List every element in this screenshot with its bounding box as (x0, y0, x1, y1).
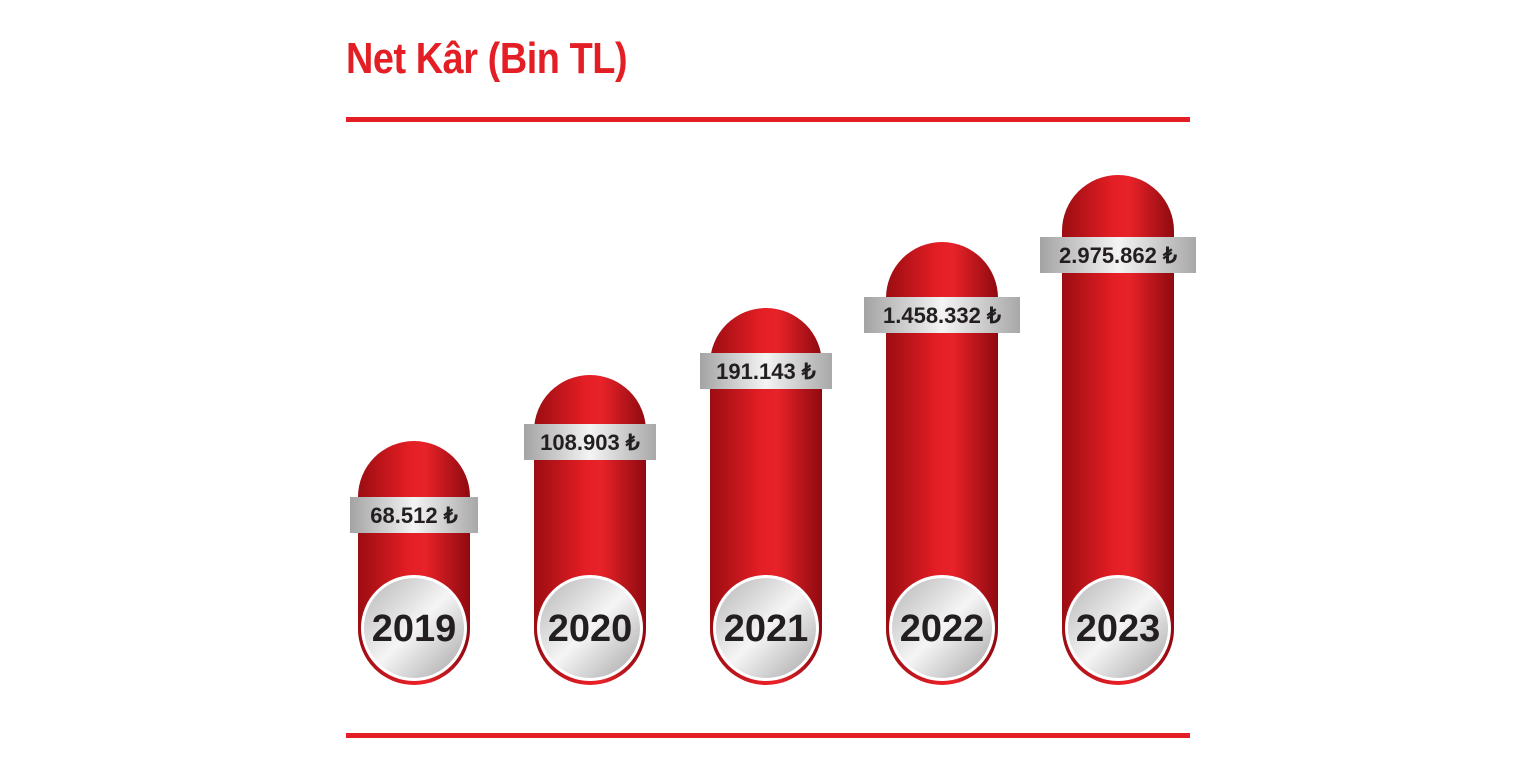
year-disc (1068, 578, 1168, 678)
value-plate (1040, 237, 1196, 273)
bar (1062, 175, 1174, 685)
value-plate (350, 497, 478, 533)
bar-group-2019: 2019 68.512 ₺ (350, 441, 478, 685)
year-disc (540, 578, 640, 678)
year-label: 2019 (372, 608, 457, 650)
bar (886, 242, 998, 685)
bar-group-2020: 2020 108.903 ₺ (524, 375, 656, 685)
value-label: 108.903 ₺ (540, 430, 640, 455)
year-disc (716, 578, 816, 678)
value-plate (700, 353, 832, 389)
chart-title: Net Kâr (Bin TL) (346, 34, 628, 83)
year-label: 2023 (1076, 608, 1161, 650)
value-plate (524, 424, 656, 460)
bar-group-2023: 2023 2.975.862 ₺ (1040, 175, 1196, 685)
value-label: 191.143 ₺ (716, 359, 816, 384)
value-plate (864, 297, 1020, 333)
value-label: 68.512 ₺ (370, 503, 457, 528)
value-label: 1.458.332 ₺ (883, 303, 1001, 328)
year-label: 2022 (900, 608, 985, 650)
year-disc (892, 578, 992, 678)
value-label: 2.975.862 ₺ (1059, 243, 1177, 268)
year-label: 2021 (724, 608, 809, 650)
bottom-divider (346, 733, 1190, 738)
year-disc (364, 578, 464, 678)
year-label: 2020 (548, 608, 633, 650)
bar-group-2021: 2021 191.143 ₺ (700, 308, 832, 685)
top-divider (346, 117, 1190, 122)
bar-group-2022: 2022 1.458.332 ₺ (864, 242, 1020, 685)
